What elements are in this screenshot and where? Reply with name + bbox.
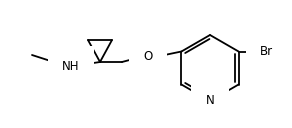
Text: O: O <box>143 51 153 63</box>
Text: Br: Br <box>260 45 273 58</box>
Text: NH: NH <box>62 61 80 73</box>
Text: N: N <box>206 94 214 108</box>
